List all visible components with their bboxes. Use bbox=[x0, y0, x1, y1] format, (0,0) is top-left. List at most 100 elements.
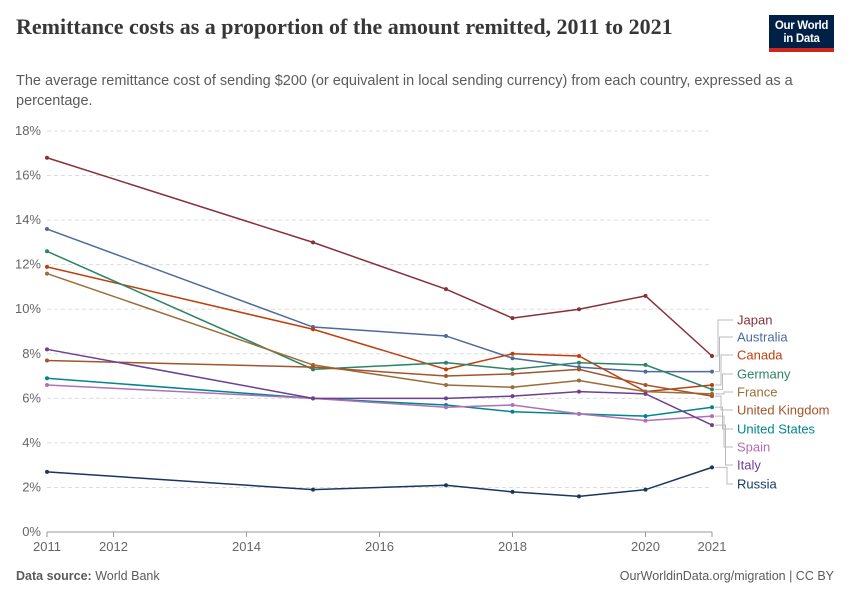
x-tick-label: 2021 bbox=[698, 539, 727, 554]
label-connector-australia bbox=[715, 336, 733, 373]
data-point-france bbox=[45, 271, 49, 276]
data-point-russia bbox=[577, 494, 581, 499]
data-point-germany bbox=[643, 362, 648, 367]
data-point-australia bbox=[643, 369, 648, 374]
data-point-spain bbox=[444, 405, 448, 410]
data-point-germany bbox=[710, 387, 714, 392]
chart-title: Remittance costs as a proportion of the … bbox=[16, 14, 673, 39]
owid-logo[interactable]: Our World in Data bbox=[769, 15, 834, 52]
data-point-australia bbox=[710, 369, 714, 374]
data-point-spain bbox=[45, 382, 49, 387]
series-label-germany[interactable]: Germany bbox=[737, 367, 791, 382]
data-point-germany bbox=[45, 249, 49, 254]
data-point-italy bbox=[510, 394, 515, 399]
series-line-united-states bbox=[46, 377, 713, 417]
label-connector-france bbox=[715, 391, 733, 395]
x-tick-label: 2011 bbox=[33, 539, 61, 554]
label-connector-japan bbox=[715, 319, 733, 357]
data-point-russia bbox=[710, 465, 714, 470]
series-label-spain[interactable]: Spain bbox=[737, 440, 770, 455]
y-tick-label: 4% bbox=[22, 435, 41, 450]
data-point-germany bbox=[510, 367, 515, 372]
data-point-italy bbox=[710, 423, 714, 428]
y-tick-label: 12% bbox=[15, 257, 41, 272]
data-point-japan bbox=[45, 155, 49, 160]
data-point-japan bbox=[577, 307, 581, 312]
data-point-russia bbox=[643, 487, 648, 492]
y-tick-label: 10% bbox=[15, 301, 41, 316]
data-source: Data source: World Bank bbox=[16, 569, 160, 583]
data-point-canada bbox=[510, 351, 515, 356]
data-point-united-states bbox=[710, 405, 714, 410]
data-point-japan bbox=[710, 354, 714, 359]
data-point-united-kingdom bbox=[311, 365, 315, 370]
data-point-japan bbox=[510, 316, 515, 321]
data-point-france bbox=[444, 382, 448, 387]
data-point-italy bbox=[444, 396, 448, 401]
y-tick-label: 16% bbox=[15, 168, 41, 183]
x-tick-label: 2018 bbox=[498, 539, 527, 554]
x-tick-label: 2014 bbox=[232, 539, 261, 554]
y-tick-label: 18% bbox=[15, 123, 41, 138]
series-line-france bbox=[46, 272, 713, 395]
x-tick-label: 2020 bbox=[631, 539, 660, 554]
data-point-canada bbox=[45, 264, 49, 269]
label-connector-germany bbox=[715, 373, 733, 390]
label-connector-canada bbox=[715, 354, 733, 386]
label-connector-spain bbox=[715, 415, 733, 448]
data-point-italy bbox=[643, 391, 648, 396]
series-label-australia[interactable]: Australia bbox=[737, 330, 788, 345]
line-chart: 0% 2% 4% 6% 8% 10% 12% 14% 16% 18% 2011 2012 2014 201… bbox=[15, 123, 830, 554]
data-point-italy bbox=[311, 396, 315, 401]
data-point-australia bbox=[444, 333, 448, 338]
label-connector-italy bbox=[715, 424, 733, 466]
series-label-italy[interactable]: Italy bbox=[737, 458, 761, 473]
data-point-united-kingdom bbox=[45, 358, 49, 363]
data-point-united-kingdom bbox=[643, 382, 648, 387]
label-connector-russia bbox=[715, 466, 733, 485]
data-point-italy bbox=[577, 389, 581, 394]
chart-subtitle: The average remittance cost of sending $… bbox=[16, 73, 793, 109]
credit-link[interactable]: OurWorldinData.org/migration | CC BY bbox=[619, 569, 834, 583]
data-point-united-kingdom bbox=[510, 371, 515, 376]
data-point-japan bbox=[643, 293, 648, 298]
data-point-united-kingdom bbox=[577, 367, 581, 372]
data-point-united-kingdom bbox=[710, 394, 714, 399]
y-tick-label: 0% bbox=[22, 524, 41, 539]
data-point-spain bbox=[643, 418, 648, 423]
x-tick-label: 2012 bbox=[99, 539, 128, 554]
label-connector-united-states bbox=[715, 406, 733, 430]
y-tick-label: 2% bbox=[22, 479, 41, 494]
data-point-france bbox=[510, 385, 515, 390]
data-point-france bbox=[577, 378, 581, 383]
data-point-united-states bbox=[45, 376, 49, 381]
series-label-canada[interactable]: Canada bbox=[737, 348, 783, 363]
data-point-united-states bbox=[643, 414, 648, 419]
y-tick-label: 8% bbox=[22, 346, 41, 361]
series-label-united-kingdom[interactable]: United Kingdom bbox=[737, 403, 830, 418]
data-point-japan bbox=[311, 240, 315, 245]
y-tick-label: 6% bbox=[22, 390, 41, 405]
series-line-japan bbox=[46, 157, 713, 357]
series-label-russia[interactable]: Russia bbox=[737, 477, 778, 492]
data-point-spain bbox=[710, 414, 714, 419]
data-point-spain bbox=[510, 403, 515, 408]
data-source-value[interactable]: World Bank bbox=[95, 569, 160, 583]
data-point-japan bbox=[444, 287, 448, 292]
data-point-russia bbox=[444, 483, 448, 488]
series-line-italy bbox=[46, 348, 713, 426]
series-label-france[interactable]: France bbox=[737, 385, 777, 400]
data-source-label: Data source: bbox=[16, 569, 92, 583]
data-point-canada bbox=[444, 367, 448, 372]
data-point-germany bbox=[444, 360, 448, 365]
series-line-russia bbox=[46, 466, 713, 498]
data-point-spain bbox=[577, 411, 581, 416]
label-connector-united-kingdom bbox=[715, 395, 733, 411]
data-point-canada bbox=[710, 382, 714, 387]
data-point-germany bbox=[577, 360, 581, 365]
series-label-japan[interactable]: Japan bbox=[737, 313, 772, 328]
data-point-australia bbox=[510, 356, 515, 361]
data-point-canada bbox=[311, 327, 315, 332]
series-label-united-states[interactable]: United States bbox=[737, 422, 816, 437]
data-point-australia bbox=[45, 227, 49, 232]
